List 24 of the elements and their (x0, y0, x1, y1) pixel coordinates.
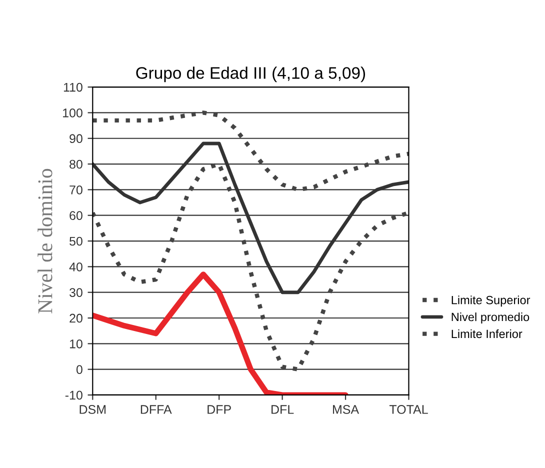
y-tick-label: -10 (65, 390, 82, 400)
y-tick-label: 100 (63, 108, 82, 118)
x-tick-label: DFP (208, 405, 231, 414)
x-tick-label: DSM (80, 405, 106, 414)
y-tick-label: 0 (76, 365, 82, 374)
y-tick-label: 60 (70, 211, 82, 220)
x-tick-label: DFFA (140, 405, 172, 414)
legend-label: Nivel promedio (452, 312, 530, 324)
y-tick-label: 10 (70, 339, 82, 348)
y-tick-label: 90 (70, 134, 82, 144)
y-tick-label: 110 (64, 82, 82, 92)
x-tick-label: TOTAL (389, 405, 428, 414)
chart-title: Grupo de Edad III (4,10 a 5,09) (136, 66, 366, 82)
y-tick-label: 30 (70, 288, 82, 297)
y-tick-label: 50 (70, 236, 82, 246)
y-axis-title: Nivel de dominio (38, 168, 52, 314)
y-tick-label: 80 (70, 160, 82, 169)
legend-label: Limite Inferior (452, 329, 522, 338)
legend-label: Limite Superior (452, 296, 530, 307)
x-tick-label: MSA (333, 405, 360, 414)
y-tick-label: 70 (70, 185, 82, 194)
y-tick-label: 20 (70, 314, 82, 323)
y-tick-label: 40 (69, 262, 82, 272)
x-tick-label: DFL (272, 405, 294, 414)
